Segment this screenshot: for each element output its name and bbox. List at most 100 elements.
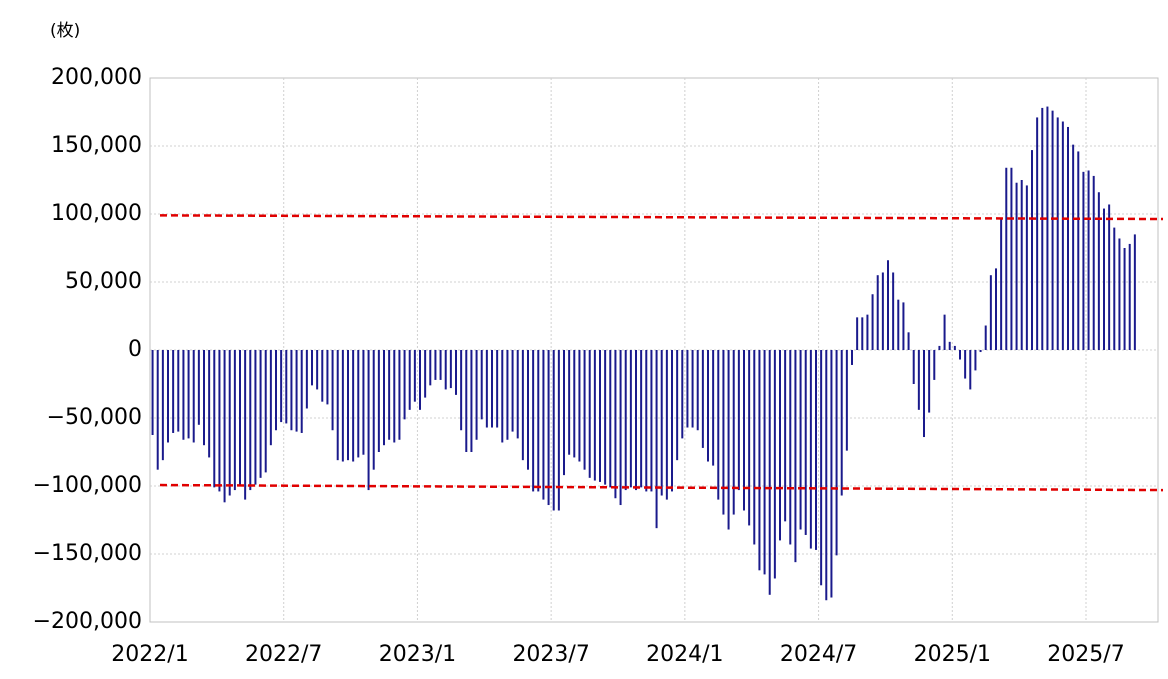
bar	[167, 350, 169, 443]
bar	[573, 350, 576, 458]
bar	[583, 350, 586, 470]
x-tick-label: 2025/7	[1047, 642, 1124, 667]
bar	[840, 350, 843, 496]
bar	[460, 350, 463, 431]
bar	[681, 350, 684, 439]
bar	[861, 317, 864, 350]
bar	[784, 350, 787, 522]
bar	[352, 350, 355, 462]
bar	[609, 350, 612, 488]
bar	[269, 350, 272, 446]
bar	[527, 350, 529, 470]
bar	[815, 350, 817, 550]
bar	[696, 350, 699, 431]
bar	[187, 350, 190, 439]
bar	[275, 350, 277, 431]
bar	[825, 350, 828, 601]
bar	[799, 350, 802, 530]
bar	[974, 350, 977, 371]
bar	[444, 350, 447, 390]
bar	[295, 350, 298, 432]
bar	[665, 350, 668, 500]
bar	[403, 350, 406, 420]
bar	[1103, 208, 1105, 350]
y-tick-label: 50,000	[65, 269, 142, 294]
bar	[357, 350, 360, 458]
bar	[506, 350, 509, 440]
bar	[717, 350, 720, 500]
bar	[1097, 192, 1100, 350]
bar	[748, 350, 751, 526]
bar	[1015, 182, 1018, 350]
bar	[1123, 248, 1126, 350]
bar	[419, 350, 421, 410]
bar	[439, 350, 442, 380]
bar	[249, 350, 252, 491]
bar	[856, 317, 859, 350]
bar	[707, 350, 709, 462]
x-tick-label: 2022/7	[245, 642, 322, 667]
bar	[537, 350, 540, 492]
bar	[640, 350, 643, 488]
bar	[203, 350, 205, 446]
bar	[233, 350, 236, 491]
y-tick-label: 150,000	[51, 133, 142, 158]
bar	[676, 350, 679, 461]
bar	[732, 350, 735, 515]
bar	[192, 350, 195, 443]
bar	[763, 350, 766, 575]
bar	[213, 350, 216, 488]
bar	[367, 350, 370, 491]
bar	[280, 350, 283, 423]
y-tick-label: 0	[128, 337, 142, 362]
bar	[300, 350, 303, 433]
bar	[326, 350, 329, 405]
bar	[599, 350, 601, 482]
bar	[475, 350, 478, 440]
bar	[902, 302, 905, 350]
bar	[794, 350, 797, 563]
bar	[845, 350, 848, 451]
bar	[722, 350, 725, 515]
bar	[347, 350, 349, 461]
bar	[259, 350, 262, 478]
bar	[172, 350, 175, 433]
x-tick-label: 2024/1	[646, 642, 723, 667]
bar	[907, 332, 910, 350]
bar	[388, 350, 391, 440]
bar	[830, 350, 833, 598]
bar	[1056, 117, 1059, 350]
y-tick-label: −150,000	[33, 541, 142, 566]
bar	[491, 350, 493, 428]
bar	[383, 350, 385, 446]
bar	[511, 350, 514, 432]
bar	[341, 350, 344, 462]
bar	[496, 350, 499, 428]
bar	[429, 350, 432, 386]
bar	[969, 350, 972, 390]
bar	[1082, 171, 1085, 350]
bar	[434, 350, 437, 380]
bar	[1005, 167, 1008, 350]
bar	[953, 345, 956, 350]
bar	[897, 299, 900, 350]
bar	[568, 350, 571, 455]
bar	[635, 350, 637, 491]
bar	[413, 350, 416, 402]
bar	[563, 350, 565, 476]
bar	[532, 350, 535, 492]
bar	[516, 350, 519, 439]
x-tick-label: 2023/7	[512, 642, 589, 667]
bar	[989, 275, 992, 350]
bar	[655, 350, 658, 529]
bar	[393, 350, 396, 443]
x-tick-label: 2024/7	[780, 642, 857, 667]
bar	[1067, 126, 1069, 351]
reference-line	[159, 214, 1164, 221]
y-tick-label: 100,000	[51, 201, 142, 226]
x-tick-label: 2025/1	[914, 642, 991, 667]
bar	[264, 350, 267, 473]
bar	[465, 350, 468, 452]
bar	[1041, 107, 1044, 350]
bar	[1020, 180, 1023, 350]
